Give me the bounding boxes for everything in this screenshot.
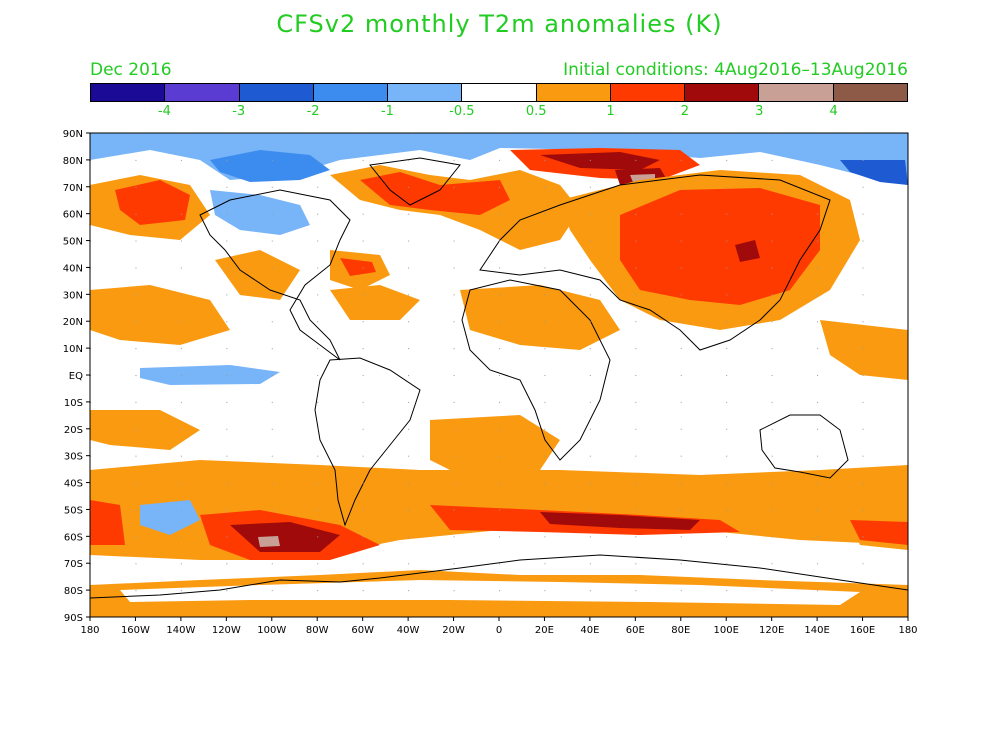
lat-label: 10N [63, 344, 83, 355]
lon-label: 0 [496, 625, 502, 636]
chart-title: CFSv2 monthly T2m anomalies (K) [276, 10, 723, 38]
color-legend-bar [90, 83, 908, 102]
lon-label: 80W [306, 625, 329, 636]
lat-label: 20N [63, 317, 83, 328]
lon-label: 60W [351, 625, 374, 636]
lon-label: 160E [850, 625, 875, 636]
lat-label: 60S [64, 532, 83, 543]
legend-swatch [685, 84, 760, 101]
lat-label: 50S [64, 505, 83, 516]
lat-label: 90N [63, 129, 83, 140]
legend-tick-label: 1 [606, 104, 615, 119]
lat-label: 20S [64, 425, 83, 436]
lon-label: 180 [898, 625, 917, 636]
lon-label: 140W [166, 625, 195, 636]
legend-swatch [536, 84, 611, 101]
legend-swatch [759, 84, 834, 101]
legend-tick-label: 3 [755, 104, 764, 119]
lat-label: EQ [69, 371, 83, 382]
lon-label: 20E [535, 625, 554, 636]
latitude-axis: 90N 80N 70N 60N 50N 40N 30N 20N 10N EQ 10S 20S 30S 40… [63, 129, 90, 624]
lon-label: 60E [626, 625, 645, 636]
legend-swatch [313, 84, 389, 101]
legend-tick-label: -3 [232, 104, 246, 119]
lat-label: 70S [64, 559, 83, 570]
grid-dots [90, 133, 908, 617]
lon-label: 100E [714, 625, 739, 636]
lat-label: 30N [63, 290, 83, 301]
lat-label: 90S [64, 613, 83, 624]
legend-swatch [165, 84, 240, 101]
legend-tick-label: -0.5 [449, 104, 475, 119]
legend-tick-label: -1 [380, 104, 394, 119]
initial-conditions: Initial conditions: 4Aug2016–13Aug2016 [563, 60, 908, 80]
lon-label: 140E [804, 625, 829, 636]
legend-swatch [388, 84, 463, 101]
legend-tick-label: -4 [157, 104, 171, 119]
lon-label: 180 [80, 625, 99, 636]
lon-label: 20W [442, 625, 465, 636]
legend-swatch [833, 84, 907, 101]
legend-tick-label: 0.5 [525, 104, 547, 119]
legend-swatch [239, 84, 314, 101]
legend-swatch [91, 84, 166, 101]
lat-label: 80S [64, 586, 83, 597]
lat-label: 10S [64, 398, 83, 409]
lat-label: 40S [64, 479, 83, 490]
legend-tick-label: -2 [306, 104, 320, 119]
lon-label: 80E [671, 625, 690, 636]
lon-label: 100W [257, 625, 286, 636]
legend-swatch [462, 84, 537, 101]
legend-tick-label: 4 [829, 104, 838, 119]
legend-swatch [610, 84, 686, 101]
lat-label: 30S [64, 452, 83, 463]
lon-label: 40E [580, 625, 599, 636]
lon-label: 120W [212, 625, 241, 636]
lat-label: 70N [63, 183, 83, 194]
lat-label: 80N [63, 156, 83, 167]
legend-tick-label: 2 [680, 104, 690, 119]
longitude-axis: 180 160W 140W 120W 100W 80W 60W 40W 20W 0 20E 40E 60… [80, 617, 918, 636]
lon-label: 40W [397, 625, 420, 636]
valid-month: Dec 2016 [90, 60, 172, 80]
lon-label: 160W [121, 625, 150, 636]
lat-label: 50N [63, 237, 83, 248]
lat-label: 40N [63, 263, 83, 274]
lat-label: 60N [63, 210, 83, 221]
lon-label: 120E [759, 625, 784, 636]
